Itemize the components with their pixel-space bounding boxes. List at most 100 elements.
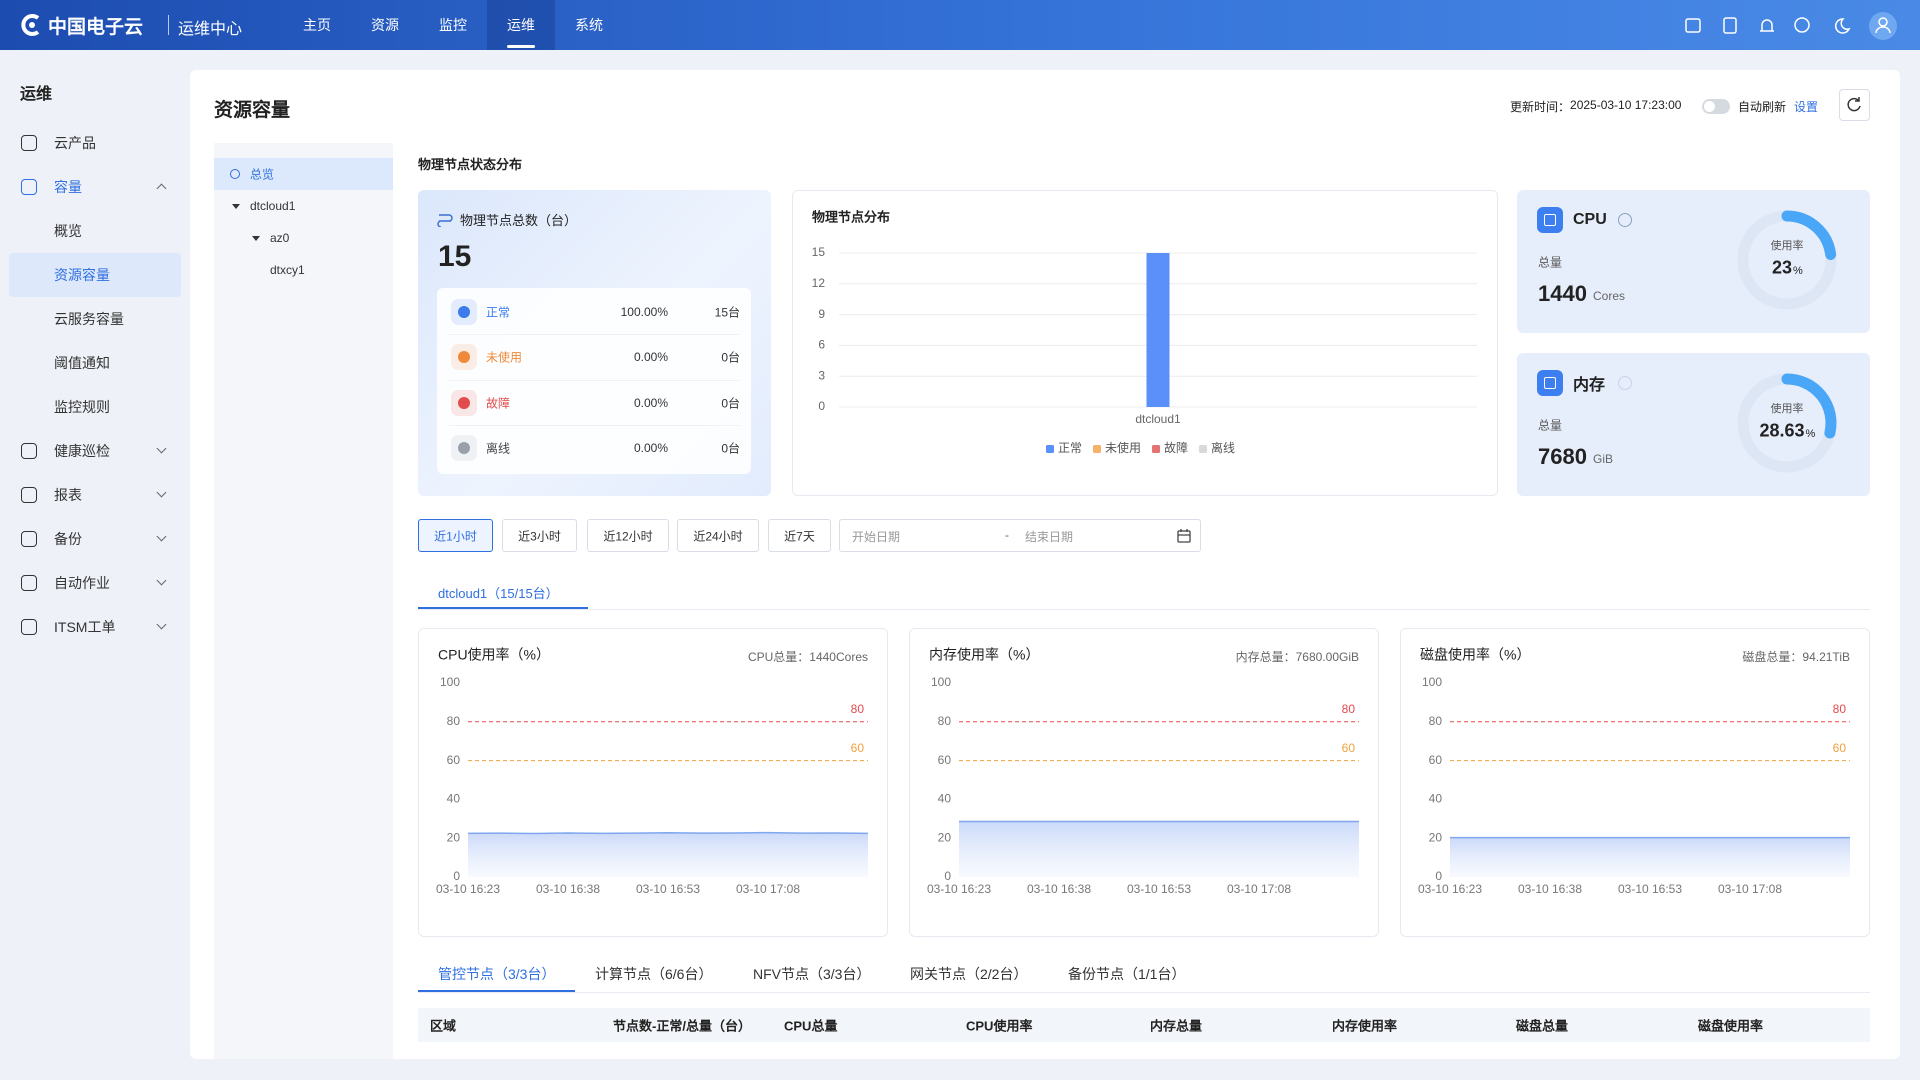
table-header-cell: 节点数-正常/总量（台） <box>613 1018 751 1034</box>
resource-name: 内存 <box>1573 377 1606 394</box>
section-title: 物理节点状态分布 <box>418 157 523 172</box>
submenu-item[interactable]: 阈值通知 <box>54 355 110 371</box>
bar-card <box>792 190 1498 496</box>
menu-active-bg <box>9 253 181 297</box>
range-button[interactable] <box>677 519 759 552</box>
tree-node[interactable]: az0 <box>270 231 290 245</box>
row-separator <box>449 334 739 336</box>
table-header-cell: 磁盘总量 <box>1516 1018 1569 1034</box>
menu-item[interactable]: 健康巡检 <box>54 443 110 459</box>
tree-node[interactable]: 总览 <box>250 167 275 182</box>
node-tab[interactable]: 网关节点（2/2台） <box>910 966 1028 982</box>
auto-refresh-toggle[interactable] <box>1702 99 1730 114</box>
tree-node[interactable]: dtxcy1 <box>270 263 305 277</box>
range-label: 近7天 <box>784 529 815 544</box>
nav-underline <box>507 45 535 48</box>
nav-active-bg <box>487 0 555 50</box>
line-card <box>1400 628 1870 937</box>
usage-unit: % <box>1805 428 1816 440</box>
nav-item[interactable]: 资源 <box>371 17 399 33</box>
node-tab[interactable]: NFV节点（3/3台） <box>753 966 871 982</box>
menu-icon <box>21 531 37 547</box>
status-label: 未使用 <box>486 350 523 365</box>
status-label: 正常 <box>486 305 511 320</box>
settings-link[interactable]: 设置 <box>1794 100 1819 114</box>
status-count: 0台 <box>721 350 740 365</box>
node-tab-divider <box>418 992 1870 993</box>
submenu-item[interactable]: 概览 <box>54 223 82 239</box>
range-button[interactable] <box>768 519 831 552</box>
menu-item[interactable]: 容量 <box>54 179 82 195</box>
chevron <box>156 619 167 630</box>
tree-selected-bg <box>214 158 393 190</box>
menu-icon <box>21 179 37 195</box>
tab-divider <box>418 609 1870 610</box>
status-label: 离线 <box>486 441 511 456</box>
tree-arrow <box>252 236 260 241</box>
status-label: 故障 <box>486 396 511 411</box>
menu-item[interactable]: ITSM工单 <box>54 619 116 635</box>
range-button[interactable] <box>418 519 493 552</box>
usage-value: 28.63 <box>1759 420 1805 441</box>
resource-total: 7680 <box>1538 444 1587 469</box>
status-count: 0台 <box>721 396 740 411</box>
tree-node[interactable]: dtcloud1 <box>250 199 296 213</box>
menu-item[interactable]: 自动作业 <box>54 575 110 591</box>
status-dot <box>458 306 470 318</box>
memory-card <box>1517 353 1870 496</box>
update-label: 更新时间： <box>1510 100 1571 114</box>
cluster-tab[interactable]: dtcloud1（15/15台） <box>438 586 559 601</box>
tree-panel <box>214 143 393 1059</box>
resource-icon-inner <box>1544 214 1556 226</box>
range-button[interactable] <box>587 519 669 552</box>
status-count: 0台 <box>721 441 740 456</box>
nav-item[interactable]: 监控 <box>439 17 467 33</box>
resource-total: 1440 <box>1538 281 1587 306</box>
menu-item[interactable]: 备份 <box>54 531 82 547</box>
chevron <box>156 183 167 194</box>
submenu-item[interactable]: 云服务容量 <box>54 311 124 327</box>
menu-icon <box>21 575 37 591</box>
status-panel <box>437 288 751 474</box>
start-date: 开始日期 <box>852 530 901 544</box>
status-dot <box>458 441 470 454</box>
row-separator <box>449 379 739 381</box>
date-range[interactable] <box>839 519 1201 552</box>
menu-icon <box>21 443 37 459</box>
nav-item[interactable]: 运维 <box>507 17 535 33</box>
table-header-cell: 内存使用率 <box>1332 1018 1398 1034</box>
summary-icon <box>437 214 453 227</box>
usage-label: 使用率 <box>1770 403 1804 415</box>
nav-item[interactable]: 系统 <box>575 17 603 33</box>
menu-item[interactable]: 云产品 <box>54 135 96 151</box>
tree-arrow <box>232 204 240 209</box>
refresh-icon <box>1847 97 1861 112</box>
update-info: 更新时间： 2025-03-10 17:23:00 <box>1510 98 1681 115</box>
menu-item[interactable]: 报表 <box>54 487 82 503</box>
usage-label: 使用率 <box>1770 240 1804 252</box>
sidebar-title: 运维 <box>20 86 53 103</box>
status-count: 15台 <box>714 305 740 320</box>
resource-unit: GiB <box>1593 452 1614 466</box>
usage-unit: % <box>1793 265 1803 277</box>
table-header-cell: CPU使用率 <box>966 1018 1033 1034</box>
cpu-card <box>1517 190 1870 333</box>
help-icon <box>1618 376 1632 390</box>
node-tab[interactable]: 计算节点（6/6台） <box>595 966 713 982</box>
node-tab[interactable]: 备份节点（1/1台） <box>1068 966 1186 982</box>
node-tab[interactable]: 管控节点（3/3台） <box>438 966 556 982</box>
submenu-item[interactable]: 监控规则 <box>54 399 110 415</box>
help-icon <box>1618 213 1632 227</box>
product: 运维中心 <box>178 21 243 38</box>
update-time: 2025-03-10 17:23:00 <box>1570 98 1682 112</box>
submenu-item[interactable]: 资源容量 <box>54 267 110 283</box>
line-card <box>909 628 1379 937</box>
range-button[interactable] <box>502 519 577 552</box>
resource-name: CPU <box>1573 211 1607 228</box>
resource-total-label: 总量 <box>1538 255 1563 270</box>
refresh-button[interactable] <box>1839 89 1870 121</box>
header-icons <box>1685 12 1897 40</box>
nav-item[interactable]: 主页 <box>303 17 331 33</box>
resource-total-label: 总量 <box>1538 418 1563 433</box>
end-date: 结束日期 <box>1025 530 1074 544</box>
